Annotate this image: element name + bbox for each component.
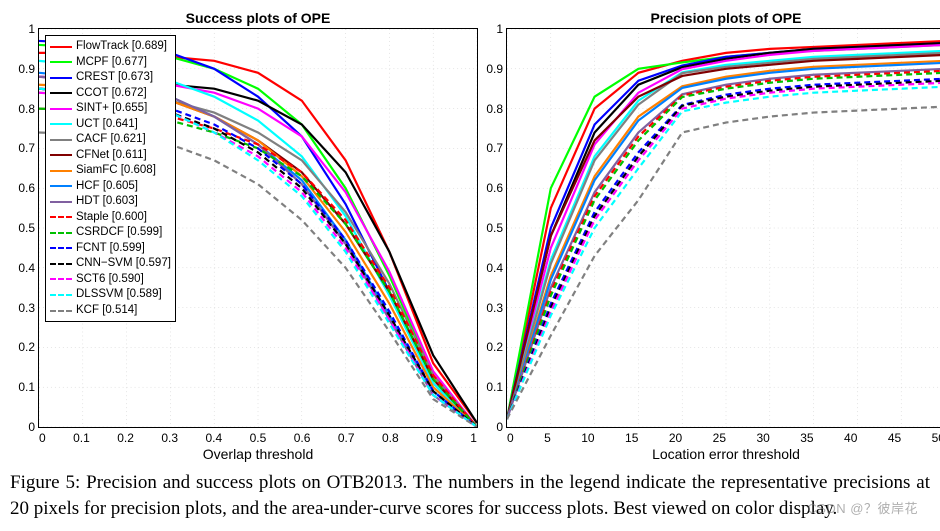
legend-label: CFNet [0.611] [76,148,147,164]
legend-item: FCNT [0.599] [50,241,171,257]
legend-label: UCT [0.641] [76,117,138,133]
legend-item: SiamFC [0.608] [50,163,171,179]
legend-item: KCF [0.514] [50,303,171,319]
legend-label: FCNT [0.599] [76,241,145,257]
legend-swatch [50,123,72,125]
legend-label: CCOT [0.672] [76,86,147,102]
legend-swatch [50,263,72,265]
xtick-label: 1 [470,431,477,445]
legend-swatch [50,278,72,280]
xtick-label: 0.9 [426,431,443,445]
legend-label: CACF [0.621] [76,132,146,148]
success-xlabel: Overlap threshold [38,446,478,462]
legend-swatch [50,46,72,48]
legend-label: SCT6 [0.590] [76,272,144,288]
legend-label: KCF [0.514] [76,303,137,319]
xtick-label: 0.4 [206,431,223,445]
xtick-label: 0.6 [294,431,311,445]
xtick-label: 40 [844,431,857,445]
legend-swatch [50,61,72,63]
success-plot-axes: FlowTrack [0.689]MCPF [0.677]CREST [0.67… [38,28,478,428]
legend-swatch [50,139,72,141]
precision-plot: Precision plots of OPE FlowTrack [0.921]… [506,10,940,462]
success-yticks: 00.10.20.30.40.50.60.70.80.91 [11,29,35,427]
legend-item: CSRDCF [0.599] [50,225,171,241]
legend-label: Staple [0.600] [76,210,147,226]
success-xticks: 0 0.1 0.2 0.3 0.4 0.5 0.6 0.7 0.8 0.9 1 [39,431,477,445]
xtick-label: 0.7 [338,431,355,445]
legend-swatch [50,201,72,203]
legend-label: DLSSVM [0.589] [76,287,162,303]
legend-item: CREST [0.673] [50,70,171,86]
success-plot: Success plots of OPE FlowTrack [0.689]MC… [38,10,478,462]
figure-area: Success plots of OPE FlowTrack [0.689]MC… [10,10,930,462]
legend-item: MCPF [0.677] [50,55,171,71]
xtick-label: 0.1 [73,431,90,445]
legend-swatch [50,92,72,94]
legend-item: UCT [0.641] [50,117,171,133]
xtick-label: 0.8 [382,431,399,445]
legend-item: SCT6 [0.590] [50,272,171,288]
legend-swatch [50,232,72,234]
figure-caption: Figure 5: Precision and success plots on… [10,470,930,521]
xtick-label: 5 [544,431,551,445]
precision-xticks: 0 5 10 15 20 25 30 35 40 45 50 [507,431,940,445]
xtick-label: 35 [800,431,813,445]
legend-item: Staple [0.600] [50,210,171,226]
legend-label: HDT [0.603] [76,194,138,210]
legend-label: SiamFC [0.608] [76,163,156,179]
legend-item: HDT [0.603] [50,194,171,210]
legend-swatch [50,108,72,110]
xtick-label: 0 [507,431,514,445]
legend-item: CNN−SVM [0.597] [50,256,171,272]
legend-label: CREST [0.673] [76,70,153,86]
legend-label: CNN−SVM [0.597] [76,256,171,272]
xtick-label: 0.2 [117,431,134,445]
legend-item: SINT+ [0.655] [50,101,171,117]
xtick-label: 10 [581,431,594,445]
legend-swatch [50,216,72,218]
xtick-label: 15 [625,431,638,445]
legend-label: MCPF [0.677] [76,55,147,71]
legend-label: FlowTrack [0.689] [76,39,167,55]
xtick-label: 0 [39,431,46,445]
xtick-label: 0.5 [250,431,267,445]
watermark: CSDN @？彼岸花 [807,498,918,517]
legend-swatch [50,185,72,187]
success-plot-title: Success plots of OPE [38,10,478,26]
legend-swatch [50,77,72,79]
success-plot-legend: FlowTrack [0.689]MCPF [0.677]CREST [0.67… [45,35,176,322]
xtick-label: 20 [669,431,682,445]
xtick-label: 25 [713,431,726,445]
legend-label: CSRDCF [0.599] [76,225,162,241]
precision-plot-axes: FlowTrack [0.921]MCPF [0.916]CREST [0.90… [506,28,940,428]
legend-swatch [50,247,72,249]
legend-swatch [50,170,72,172]
xtick-label: 0.3 [161,431,178,445]
legend-label: SINT+ [0.655] [76,101,147,117]
precision-xlabel: Location error threshold [506,446,940,462]
legend-item: DLSSVM [0.589] [50,287,171,303]
legend-item: FlowTrack [0.689] [50,39,171,55]
legend-swatch [50,310,72,312]
xtick-label: 45 [888,431,901,445]
legend-item: CFNet [0.611] [50,148,171,164]
legend-item: CCOT [0.672] [50,86,171,102]
legend-swatch [50,294,72,296]
legend-swatch [50,154,72,156]
legend-item: HCF [0.605] [50,179,171,195]
precision-plot-svg [507,29,940,427]
xtick-label: 50 [932,431,940,445]
legend-item: CACF [0.621] [50,132,171,148]
legend-label: HCF [0.605] [76,179,138,195]
xtick-label: 30 [756,431,769,445]
precision-yticks: 00.10.20.30.40.50.60.70.80.91 [479,29,503,427]
precision-plot-title: Precision plots of OPE [506,10,940,26]
